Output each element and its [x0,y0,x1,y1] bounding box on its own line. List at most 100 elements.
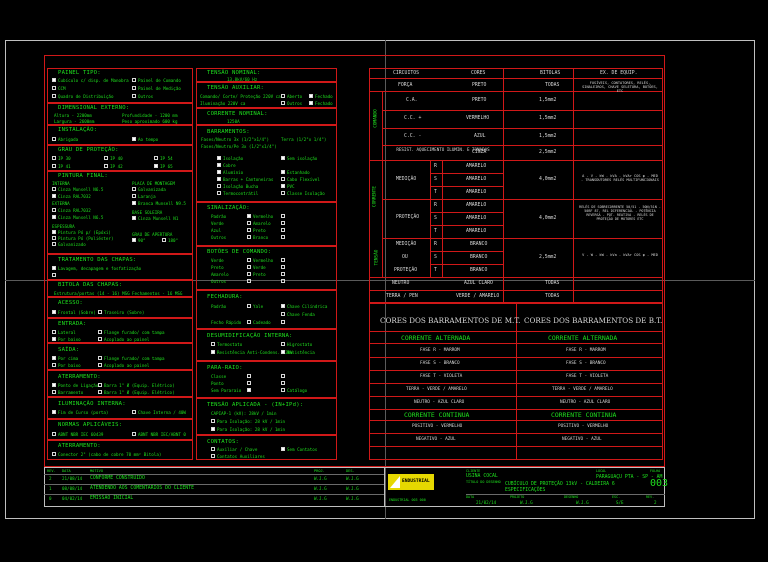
checkbox[interactable] [52,230,56,234]
checkbox[interactable] [98,383,102,387]
checkbox[interactable] [52,86,56,90]
checkbox[interactable] [211,342,215,346]
checkbox[interactable] [247,374,251,378]
checkbox[interactable] [132,201,136,205]
drawing-frame [44,55,665,467]
checkbox[interactable] [281,191,285,195]
checkbox[interactable] [98,337,102,341]
checkbox[interactable] [281,177,285,181]
checkbox[interactable] [52,452,56,456]
checkbox[interactable] [98,356,102,360]
checkbox[interactable] [217,191,221,195]
checkbox[interactable] [52,273,56,277]
checkbox[interactable] [309,94,313,98]
checkbox[interactable] [52,164,56,168]
checkbox[interactable] [247,228,251,232]
checkbox[interactable] [52,215,56,219]
checkbox[interactable] [247,265,251,269]
checkbox[interactable] [52,310,56,314]
checkbox[interactable] [281,184,285,188]
checkbox[interactable] [281,312,285,316]
checkbox[interactable] [132,187,136,191]
checkbox[interactable] [52,330,56,334]
checkbox[interactable] [281,304,285,308]
checkbox[interactable] [154,164,158,168]
checkbox[interactable] [52,266,56,270]
checkbox[interactable] [52,432,56,436]
checkbox[interactable] [247,320,251,324]
checkbox[interactable] [281,320,285,324]
checkbox[interactable] [211,350,215,354]
checkbox[interactable] [52,78,56,82]
checkbox[interactable] [132,78,136,82]
checkbox[interactable] [247,214,251,218]
checkbox[interactable] [281,374,285,378]
checkbox[interactable] [52,94,56,98]
checkbox[interactable] [52,390,56,394]
checkbox[interactable] [52,337,56,341]
checkbox[interactable] [281,94,285,98]
checkbox[interactable] [98,363,102,367]
checkbox[interactable] [281,228,285,232]
checkbox[interactable] [132,94,136,98]
checkbox[interactable] [281,279,285,283]
checkbox[interactable] [104,164,108,168]
checkbox[interactable] [52,410,56,414]
checkbox[interactable] [281,350,285,354]
checkbox[interactable] [217,177,221,181]
checkbox[interactable] [211,454,215,458]
checkbox[interactable] [217,184,221,188]
checkbox[interactable] [281,170,285,174]
checkbox[interactable] [52,242,56,246]
checkbox[interactable] [247,258,251,262]
checkbox[interactable] [281,258,285,262]
checkbox[interactable] [154,156,158,160]
checkbox[interactable] [281,235,285,239]
checkbox[interactable] [132,216,136,220]
checkbox[interactable] [281,214,285,218]
checkbox[interactable] [281,221,285,225]
checkbox[interactable] [52,156,56,160]
checkbox[interactable] [52,363,56,367]
checkbox[interactable] [132,137,136,141]
checkbox[interactable] [98,310,102,314]
checkbox[interactable] [247,272,251,276]
checkbox[interactable] [211,419,215,423]
checkbox[interactable] [132,194,136,198]
checkbox[interactable] [247,279,251,283]
checkbox[interactable] [247,304,251,308]
checkbox[interactable] [247,221,251,225]
checkbox[interactable] [132,238,136,242]
checkbox[interactable] [281,447,285,451]
checkbox[interactable] [281,388,285,392]
checkbox[interactable] [211,427,215,431]
checkbox[interactable] [309,101,313,105]
checkbox[interactable] [52,137,56,141]
checkbox[interactable] [217,163,221,167]
checkbox[interactable] [281,381,285,385]
checkbox[interactable] [132,86,136,90]
checkbox[interactable] [98,330,102,334]
checkbox[interactable] [217,156,221,160]
checkbox[interactable] [98,390,102,394]
checkbox[interactable] [52,236,56,240]
checkbox[interactable] [104,156,108,160]
checkbox[interactable] [52,383,56,387]
checkbox[interactable] [52,187,56,191]
checkbox[interactable] [247,381,251,385]
checkbox[interactable] [281,342,285,346]
checkbox[interactable] [211,447,215,451]
checkbox[interactable] [247,235,251,239]
checkbox[interactable] [52,194,56,198]
checkbox[interactable] [52,356,56,360]
checkbox[interactable] [281,272,285,276]
checkbox[interactable] [247,388,251,392]
checkbox[interactable] [281,265,285,269]
checkbox[interactable] [132,410,136,414]
checkbox[interactable] [281,156,285,160]
checkbox[interactable] [52,208,56,212]
checkbox[interactable] [217,170,221,174]
checkbox[interactable] [162,238,166,242]
checkbox[interactable] [132,432,136,436]
checkbox[interactable] [281,101,285,105]
